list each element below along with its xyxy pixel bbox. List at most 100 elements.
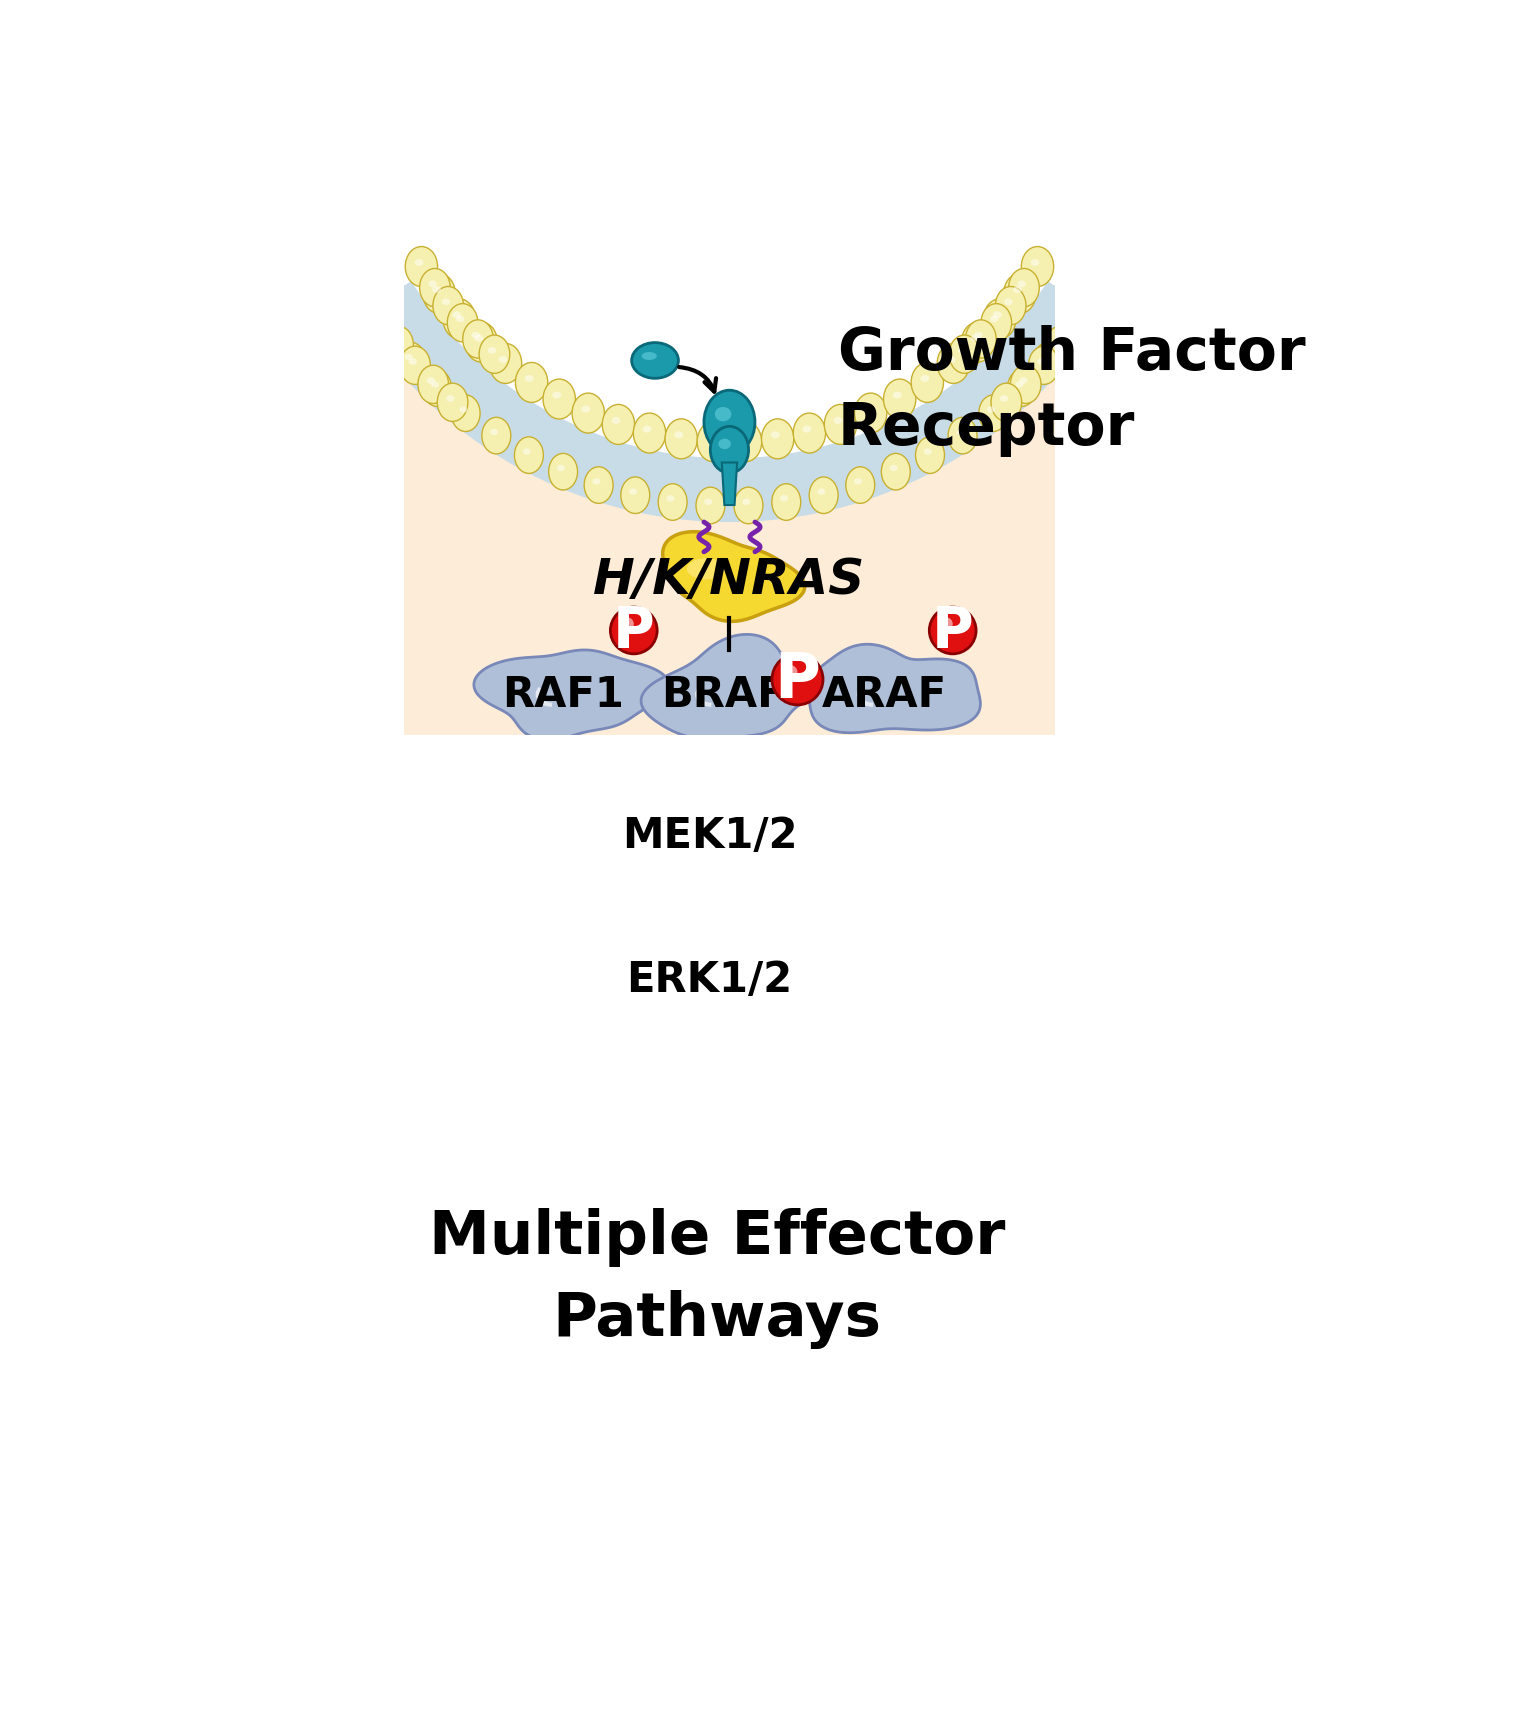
Ellipse shape [584, 467, 614, 503]
Ellipse shape [633, 413, 666, 453]
Ellipse shape [666, 420, 698, 460]
Circle shape [815, 834, 829, 848]
Text: P: P [782, 770, 826, 829]
Ellipse shape [405, 355, 413, 362]
Polygon shape [356, 315, 1102, 735]
Ellipse shape [958, 348, 967, 355]
Ellipse shape [603, 405, 635, 445]
Ellipse shape [514, 438, 543, 474]
Ellipse shape [1007, 370, 1036, 407]
Ellipse shape [889, 465, 898, 472]
Text: ARAF: ARAF [822, 675, 947, 716]
Ellipse shape [739, 434, 748, 441]
Ellipse shape [451, 396, 480, 432]
Ellipse shape [949, 336, 979, 374]
Ellipse shape [730, 422, 762, 462]
Ellipse shape [965, 320, 996, 358]
Text: ERK1/2: ERK1/2 [626, 958, 793, 1002]
Ellipse shape [422, 370, 451, 407]
Ellipse shape [854, 394, 887, 434]
Ellipse shape [572, 394, 604, 434]
Ellipse shape [710, 427, 748, 474]
Ellipse shape [834, 417, 843, 424]
Ellipse shape [1008, 270, 1039, 308]
Ellipse shape [915, 438, 944, 474]
Polygon shape [618, 931, 815, 1028]
Ellipse shape [453, 311, 461, 318]
Ellipse shape [422, 275, 456, 315]
Ellipse shape [1017, 282, 1027, 287]
Ellipse shape [961, 324, 995, 363]
Ellipse shape [675, 432, 684, 439]
Ellipse shape [479, 336, 509, 374]
Ellipse shape [854, 479, 861, 486]
Ellipse shape [771, 432, 780, 439]
Text: P: P [774, 650, 820, 711]
Ellipse shape [1057, 313, 1086, 349]
Ellipse shape [742, 500, 750, 505]
Ellipse shape [392, 339, 399, 346]
Ellipse shape [970, 336, 979, 343]
Ellipse shape [641, 353, 656, 362]
Ellipse shape [947, 356, 955, 363]
Ellipse shape [817, 490, 826, 495]
Polygon shape [356, 282, 1102, 522]
Ellipse shape [990, 317, 998, 324]
Ellipse shape [427, 377, 435, 384]
Polygon shape [620, 773, 809, 882]
Text: P: P [932, 604, 973, 659]
Ellipse shape [643, 426, 652, 432]
Ellipse shape [921, 375, 929, 382]
Ellipse shape [552, 393, 562, 400]
Circle shape [929, 607, 976, 654]
Circle shape [815, 979, 829, 993]
Ellipse shape [433, 287, 464, 325]
Ellipse shape [629, 490, 636, 495]
Ellipse shape [864, 407, 872, 413]
Ellipse shape [762, 420, 794, 460]
Ellipse shape [592, 479, 600, 486]
Ellipse shape [632, 343, 678, 379]
Ellipse shape [525, 375, 534, 382]
Ellipse shape [465, 324, 497, 363]
Ellipse shape [396, 343, 425, 379]
Ellipse shape [938, 344, 970, 384]
Ellipse shape [418, 367, 448, 405]
Ellipse shape [399, 348, 430, 386]
Polygon shape [474, 650, 669, 740]
Ellipse shape [352, 282, 381, 318]
Ellipse shape [704, 500, 713, 505]
Ellipse shape [1034, 343, 1062, 379]
Circle shape [779, 775, 829, 823]
Ellipse shape [471, 332, 480, 339]
Ellipse shape [719, 439, 731, 450]
Ellipse shape [924, 450, 932, 455]
Ellipse shape [1004, 275, 1036, 315]
Ellipse shape [516, 363, 548, 403]
Ellipse shape [894, 393, 901, 400]
Ellipse shape [1037, 358, 1045, 365]
Ellipse shape [996, 287, 1027, 325]
Ellipse shape [1065, 325, 1074, 330]
Ellipse shape [1004, 299, 1013, 306]
Ellipse shape [803, 426, 811, 432]
Ellipse shape [490, 344, 522, 384]
Ellipse shape [490, 429, 499, 436]
Ellipse shape [482, 419, 511, 455]
Ellipse shape [1062, 306, 1092, 344]
Ellipse shape [883, 381, 916, 420]
Circle shape [783, 666, 797, 680]
Ellipse shape [612, 417, 621, 424]
Ellipse shape [361, 292, 369, 299]
Ellipse shape [409, 358, 418, 365]
Ellipse shape [447, 396, 454, 403]
Ellipse shape [499, 356, 508, 363]
Ellipse shape [999, 396, 1008, 403]
Circle shape [805, 823, 854, 872]
Ellipse shape [1069, 318, 1079, 324]
Ellipse shape [1013, 287, 1022, 294]
Circle shape [939, 618, 953, 631]
Ellipse shape [949, 419, 978, 455]
Text: P: P [782, 915, 826, 974]
Ellipse shape [474, 336, 483, 343]
